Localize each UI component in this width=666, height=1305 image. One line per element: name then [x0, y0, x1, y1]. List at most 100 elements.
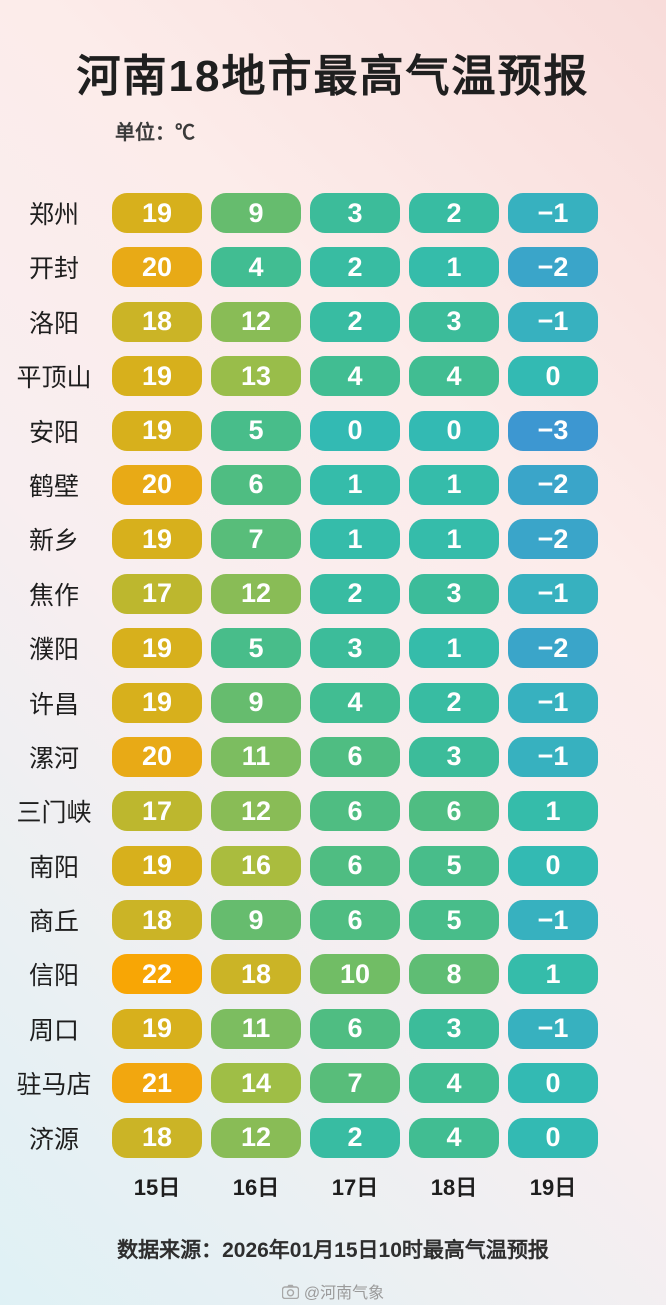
temp-cell: 18	[112, 900, 202, 941]
temp-cell: 6	[409, 791, 499, 832]
temp-cell: 19	[112, 682, 202, 723]
temp-cell: −2	[508, 628, 598, 669]
city-label: 洛阳	[28, 309, 79, 338]
city-label: 济源	[28, 1125, 79, 1154]
table-row: 济源 18 12 2 4 0	[5, 1117, 598, 1158]
temp-cell: 1	[310, 519, 400, 560]
temp-cell: 19	[112, 410, 202, 451]
temp-cell: 6	[310, 1008, 400, 1049]
temp-cell: 2	[409, 682, 499, 723]
temp-cell: 1	[508, 954, 598, 995]
temp-cell: 3	[409, 736, 499, 777]
temp-cell: 0	[508, 1117, 598, 1158]
table-row: 郑州 19 9 3 2 −1	[5, 193, 598, 233]
temp-cell: 6	[211, 464, 301, 505]
temp-cell: 0	[409, 410, 499, 451]
date-label: 18日	[430, 1175, 478, 1200]
temp-cell: 20	[112, 736, 202, 777]
table-row: 新乡 19 7 1 1 −2	[5, 519, 598, 560]
temp-cell: 4	[409, 1117, 499, 1158]
date-label: 16日	[232, 1175, 280, 1200]
temp-cell: −2	[508, 519, 598, 560]
city-label: 驻马店	[16, 1071, 92, 1100]
temp-cell: 8	[409, 954, 499, 995]
table-row: 洛阳 18 12 2 3 −1	[5, 301, 598, 342]
temp-cell: −1	[508, 573, 598, 614]
temp-cell: 6	[310, 845, 400, 886]
temp-cell: 11	[211, 736, 301, 777]
table-row: 焦作 17 12 2 3 −1	[5, 573, 598, 614]
temp-cell: 1	[409, 464, 499, 505]
temp-cell: 0	[508, 356, 598, 397]
temp-cell: −1	[508, 682, 598, 723]
temp-cell: −1	[508, 193, 598, 233]
temp-cell: 16	[211, 845, 301, 886]
table-row: 安阳 19 5 0 0 −3	[5, 410, 598, 451]
temp-cell: 1	[409, 247, 499, 288]
temp-cell: 18	[112, 1117, 202, 1158]
temp-cell: 12	[211, 573, 301, 614]
table-row: 驻马店 21 14 7 4 0	[5, 1063, 598, 1104]
temp-cell: 0	[508, 845, 598, 886]
temp-cell: 13	[211, 356, 301, 397]
temp-cell: 1	[409, 628, 499, 669]
temp-cell: 12	[211, 301, 301, 342]
temp-cell: 6	[310, 900, 400, 941]
city-label: 开封	[28, 255, 79, 284]
temp-cell: 12	[211, 1117, 301, 1158]
temp-cell: −2	[508, 247, 598, 288]
temp-cell: 6	[310, 791, 400, 832]
temp-cell: 4	[409, 1063, 499, 1104]
temp-cell: −1	[508, 736, 598, 777]
date-label: 19日	[529, 1175, 577, 1200]
city-label: 焦作	[28, 581, 79, 610]
temp-cell: 3	[409, 1008, 499, 1049]
temp-cell: 5	[211, 410, 301, 451]
temp-cell: 5	[409, 900, 499, 941]
table-row: 漯河 20 11 6 3 −1	[5, 736, 598, 777]
city-label: 新乡	[28, 527, 79, 556]
temp-cell: 20	[112, 464, 202, 505]
city-label: 平顶山	[16, 364, 92, 393]
temp-cell: 4	[409, 356, 499, 397]
temp-cell: 9	[211, 682, 301, 723]
temp-cell: 2	[310, 1117, 400, 1158]
city-label: 安阳	[28, 418, 79, 447]
temp-cell: 17	[112, 791, 202, 832]
temp-cell: 5	[211, 628, 301, 669]
temp-cell: 0	[310, 410, 400, 451]
temp-cell: 3	[310, 628, 400, 669]
temp-cell: 18	[112, 301, 202, 342]
city-label: 郑州	[28, 201, 79, 229]
temp-cell: 6	[310, 736, 400, 777]
table-row: 商丘 18 9 6 5 −1	[5, 900, 598, 941]
temp-cell: 19	[112, 356, 202, 397]
temp-cell: 2	[310, 573, 400, 614]
temp-cell: 0	[508, 1063, 598, 1104]
temp-cell: 9	[211, 900, 301, 941]
temp-cell: 19	[112, 628, 202, 669]
table-row: 信阳 22 18 10 8 1	[5, 954, 598, 995]
table-row: 周口 19 11 6 3 −1	[5, 1008, 598, 1049]
temp-cell: 3	[409, 573, 499, 614]
date-label: 17日	[331, 1175, 379, 1200]
temp-cell: 9	[211, 193, 301, 233]
city-label: 许昌	[28, 690, 79, 719]
temp-cell: 4	[310, 356, 400, 397]
temp-cell: 5	[409, 845, 499, 886]
page-title: 河南18地市最高气温预报	[76, 52, 590, 101]
temp-cell: 1	[310, 464, 400, 505]
table-row: 开封 20 4 2 1 −2	[5, 247, 598, 288]
temp-cell: 19	[112, 519, 202, 560]
city-label: 三门峡	[16, 799, 92, 828]
temp-cell: 2	[409, 193, 499, 233]
temp-cell: −2	[508, 464, 598, 505]
camera-icon	[281, 1284, 299, 1299]
table-row: 鹤壁 20 6 1 1 −2	[5, 464, 598, 505]
temp-cell: 22	[112, 954, 202, 995]
data-source-note: 数据来源：2026年01月15日10时最高气温预报	[117, 1239, 549, 1262]
temp-cell: −1	[508, 1008, 598, 1049]
watermark-text: @河南气象	[303, 1285, 385, 1302]
temp-cell: 14	[211, 1063, 301, 1104]
